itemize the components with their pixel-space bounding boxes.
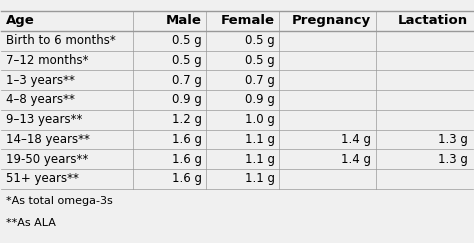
- Text: 7–12 months*: 7–12 months*: [6, 54, 89, 67]
- Text: 4–8 years**: 4–8 years**: [6, 93, 75, 106]
- Text: 1.6 g: 1.6 g: [172, 133, 201, 146]
- Text: 1.6 g: 1.6 g: [172, 153, 201, 166]
- Text: 0.9 g: 0.9 g: [172, 93, 201, 106]
- Text: 14–18 years**: 14–18 years**: [6, 133, 90, 146]
- Text: 1–3 years**: 1–3 years**: [6, 74, 75, 87]
- Text: 0.7 g: 0.7 g: [172, 74, 201, 87]
- Text: 1.4 g: 1.4 g: [341, 153, 371, 166]
- Text: 1.0 g: 1.0 g: [245, 113, 275, 126]
- Text: 1.2 g: 1.2 g: [172, 113, 201, 126]
- Text: Lactation: Lactation: [398, 14, 468, 27]
- Text: *As total omega-3s: *As total omega-3s: [6, 196, 113, 206]
- Text: 51+ years**: 51+ years**: [6, 172, 79, 185]
- Text: 0.5 g: 0.5 g: [245, 54, 275, 67]
- Text: Female: Female: [221, 14, 275, 27]
- Text: 1.4 g: 1.4 g: [341, 133, 371, 146]
- Text: 0.5 g: 0.5 g: [172, 54, 201, 67]
- Text: 0.5 g: 0.5 g: [245, 34, 275, 47]
- Text: 0.7 g: 0.7 g: [245, 74, 275, 87]
- Text: 1.3 g: 1.3 g: [438, 133, 468, 146]
- Text: 1.6 g: 1.6 g: [172, 172, 201, 185]
- Text: 1.3 g: 1.3 g: [438, 153, 468, 166]
- Text: Male: Male: [166, 14, 201, 27]
- Text: Pregnancy: Pregnancy: [292, 14, 371, 27]
- Text: **As ALA: **As ALA: [6, 217, 56, 228]
- Text: 1.1 g: 1.1 g: [245, 153, 275, 166]
- Text: 0.9 g: 0.9 g: [245, 93, 275, 106]
- Text: Age: Age: [6, 14, 35, 27]
- Text: 1.1 g: 1.1 g: [245, 172, 275, 185]
- Text: 0.5 g: 0.5 g: [172, 34, 201, 47]
- Text: Birth to 6 months*: Birth to 6 months*: [6, 34, 116, 47]
- Text: 1.1 g: 1.1 g: [245, 133, 275, 146]
- Text: 9–13 years**: 9–13 years**: [6, 113, 82, 126]
- Text: 19-50 years**: 19-50 years**: [6, 153, 88, 166]
